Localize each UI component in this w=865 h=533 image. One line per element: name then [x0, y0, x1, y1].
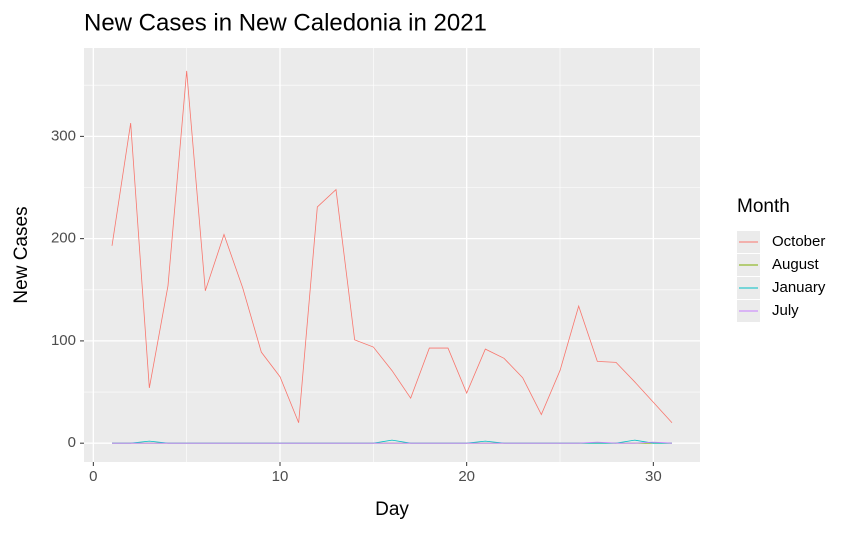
plot-background — [84, 48, 700, 462]
legend-label: July — [772, 302, 799, 319]
y-tick-label: 300 — [51, 127, 76, 144]
chart-title: New Cases in New Caledonia in 2021 — [84, 9, 487, 36]
x-tick-label: 30 — [645, 468, 662, 485]
x-axis-title: Day — [375, 499, 409, 520]
legend-label: October — [772, 233, 825, 250]
y-tick-label: 200 — [51, 230, 76, 247]
legend-label: August — [772, 256, 820, 273]
x-tick-label: 20 — [458, 468, 475, 485]
series-line — [111, 70, 673, 423]
x-tick-label: 10 — [272, 468, 289, 485]
y-axis-title: New Cases — [11, 206, 32, 303]
legend-label: January — [772, 279, 826, 296]
x-tick-label: 0 — [89, 468, 97, 485]
y-tick-label: 100 — [51, 332, 76, 349]
legend-title: Month — [737, 196, 790, 217]
series-line — [112, 441, 673, 444]
y-tick-label: 0 — [68, 434, 76, 451]
